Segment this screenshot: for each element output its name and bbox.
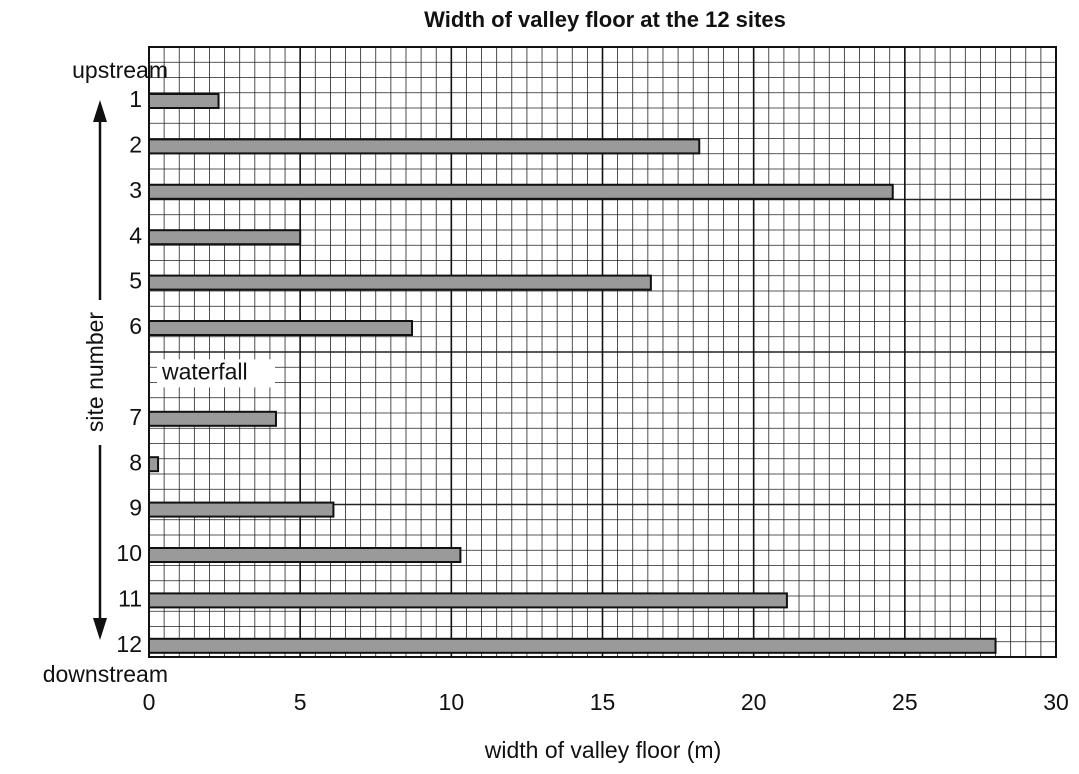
upstream-label: upstream	[72, 57, 168, 83]
y-tick-label: 1	[129, 86, 142, 112]
bar	[148, 456, 160, 473]
annotation: waterfall	[161, 358, 248, 384]
y-tick-label: 12	[116, 631, 142, 657]
bar	[148, 320, 414, 336]
y-tick-label: 4	[129, 222, 142, 248]
y-tick-label: 3	[129, 177, 142, 203]
tick-label-bg	[118, 632, 148, 659]
bar	[148, 93, 220, 109]
y-tick-label: 10	[116, 540, 142, 566]
y-tick-label: 6	[129, 313, 142, 339]
tick-label-bg	[118, 133, 148, 160]
bar	[148, 229, 302, 246]
tick-label-bg	[118, 88, 148, 114]
tick-label-bg	[118, 269, 148, 296]
tick-label-bg	[118, 178, 148, 205]
y-tick-label: 8	[129, 449, 142, 475]
x-tick-label: 5	[294, 689, 307, 715]
arrow-head-up	[93, 100, 107, 122]
tick-label-bg	[118, 315, 148, 341]
y-tick-label: 9	[129, 495, 142, 521]
tick-label-bg	[118, 496, 148, 523]
x-axis-label: width of valley floor (m)	[484, 737, 721, 763]
bar	[148, 547, 462, 563]
bar	[148, 592, 788, 609]
x-tick-label: 15	[590, 689, 616, 715]
tick-label-bg	[118, 224, 148, 251]
y-tick-label: 7	[129, 404, 142, 430]
tick-label-bg	[118, 405, 148, 432]
tick-label-bg	[118, 542, 148, 568]
downstream-label: downstream	[43, 661, 168, 687]
y-tick-label: 2	[129, 131, 142, 157]
y-tick-label: 5	[129, 268, 142, 294]
chart-title: Width of valley floor at the 12 sites	[424, 7, 786, 32]
tick-label-bg	[118, 451, 148, 478]
bar	[148, 637, 997, 654]
arrow-head-down	[93, 618, 107, 640]
x-tick-label: 0	[143, 689, 156, 715]
plot-frame	[148, 46, 1057, 658]
bar	[148, 183, 894, 200]
tick-label-bg	[118, 587, 148, 614]
bar	[148, 410, 277, 427]
y-tick-label: 11	[118, 585, 142, 611]
x-tick-label: 25	[892, 689, 918, 715]
x-tick-label: 30	[1043, 689, 1069, 715]
x-tick-label: 20	[741, 689, 767, 715]
y-axis-label: site number	[82, 312, 108, 433]
bar	[148, 501, 335, 518]
bar	[148, 138, 701, 155]
bar	[148, 274, 652, 291]
x-tick-label: 10	[439, 689, 465, 715]
annotation-bg	[157, 359, 275, 388]
